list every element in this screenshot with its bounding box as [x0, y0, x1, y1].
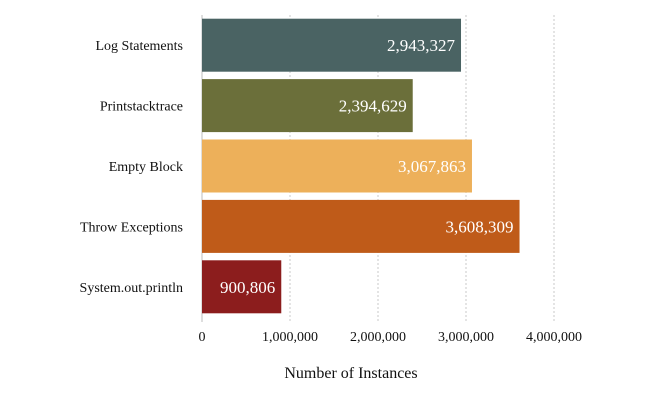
bars [202, 18, 520, 314]
data-label: 3,608,309 [446, 217, 514, 236]
category-label: System.out.println [80, 281, 183, 296]
data-label: 900,806 [220, 278, 275, 297]
data-label: 3,067,863 [398, 157, 466, 176]
data-labels: 2,943,327 2,394,629 3,067,863 3,608,309 900,… [220, 36, 514, 297]
x-tick-label: 4,000,000 [526, 330, 582, 345]
x-axis-title: Number of Instances [284, 365, 417, 382]
category-label: Log Statements [96, 39, 184, 54]
bar [202, 79, 413, 133]
bar [202, 199, 520, 253]
x-tick-label: 2,000,000 [350, 330, 406, 345]
data-label: 2,394,629 [339, 97, 407, 116]
x-tick-label: 0 [199, 330, 206, 345]
bar [202, 18, 462, 72]
category-label: Empty Block [109, 160, 183, 175]
data-label: 2,943,327 [387, 36, 456, 55]
category-labels: Log Statements Printstacktrace Empty Block… [80, 39, 183, 296]
category-label: Printstacktrace [100, 100, 183, 115]
x-tick-label: 3,000,000 [438, 330, 494, 345]
bar [202, 260, 282, 314]
x-tick-labels: 0 1,000,000 2,000,000 3,000,000 4,000,000 [199, 330, 583, 345]
x-tick-label: 1,000,000 [262, 330, 318, 345]
bar [202, 139, 472, 193]
category-label: Throw Exceptions [80, 220, 183, 235]
